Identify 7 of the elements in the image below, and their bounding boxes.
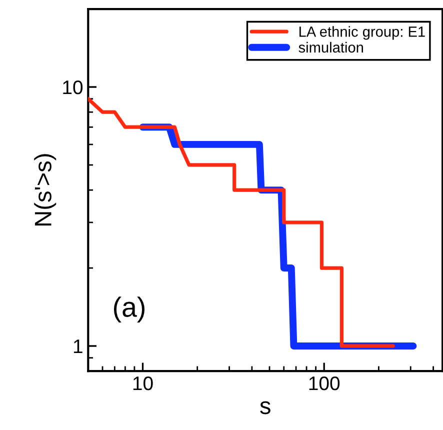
annotation: (a) xyxy=(114,296,144,322)
x-axis-title: s xyxy=(260,401,270,414)
legend-label: simulation xyxy=(298,42,363,53)
x-tick-label: 100 xyxy=(309,376,340,390)
y-tick-label: 1 xyxy=(74,340,82,354)
y-axis-title: N(s'>s) xyxy=(34,154,56,226)
legend-label: LA ethnic group: E1 xyxy=(299,26,425,40)
